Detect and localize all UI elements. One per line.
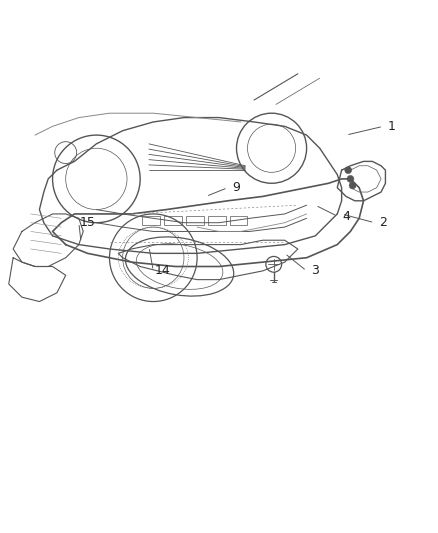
Text: 14: 14 <box>154 264 170 277</box>
Bar <box>186 216 204 225</box>
Text: 3: 3 <box>311 264 319 277</box>
Circle shape <box>347 175 354 182</box>
Text: 9: 9 <box>233 181 240 194</box>
Text: 15: 15 <box>80 216 95 229</box>
Bar <box>164 216 182 225</box>
Circle shape <box>349 182 356 189</box>
Bar <box>208 216 226 225</box>
Text: 4: 4 <box>342 209 350 223</box>
Bar <box>230 216 247 225</box>
Text: 2: 2 <box>379 216 387 229</box>
Bar <box>142 216 160 225</box>
Text: 1: 1 <box>388 120 396 133</box>
Circle shape <box>345 167 352 174</box>
